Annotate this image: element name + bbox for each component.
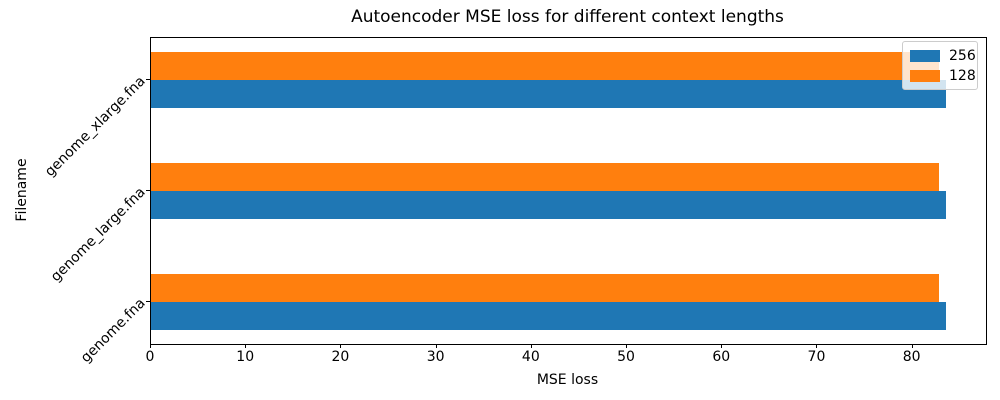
y-axis-label: Filename [14,158,30,222]
x-tick-label: 30 [426,349,445,365]
bar-256-genome_xlarge.fna [151,80,946,108]
legend-swatch-256-icon [910,50,940,62]
legend-label-256: 256 [949,48,976,64]
bar-256-genome_large.fna [151,191,946,219]
legend-item-128: 128 [910,67,976,85]
bar-256-genome.fna [151,302,946,330]
x-tick-label: 50 [617,349,635,365]
x-tick-mark [816,344,818,348]
x-tick-mark [435,344,437,348]
x-axis-label: MSE loss [536,372,599,388]
x-tick-label: 80 [902,349,921,365]
x-tick-mark [340,344,342,348]
x-tick-label: 20 [331,349,350,365]
legend-label-128: 128 [949,68,976,84]
y-tick-label-genome_xlarge.fna: genome_xlarge.fna [42,73,149,180]
x-tick-mark [626,344,628,348]
legend-swatch-128-icon [910,70,940,82]
x-tick-mark [530,344,532,348]
y-tick-label-genome.fna: genome.fna [77,295,149,367]
x-tick-mark [721,344,723,348]
bar-128-genome.fna [151,274,940,302]
legend-item-256: 256 [910,47,976,65]
x-tick-mark [150,344,151,348]
legend: 256 128 [902,41,978,90]
x-tick-label: 0 [145,349,155,365]
y-tick-mark [146,79,150,80]
bar-128-genome_large.fna [151,163,940,191]
x-tick-label: 10 [236,349,255,365]
x-tick-mark [245,344,247,348]
y-tick-label-genome_large.fna: genome_large.fna [47,184,149,286]
bar-128-genome_xlarge.fna [151,52,940,80]
plot-area [150,37,987,345]
x-tick-label: 40 [521,349,540,365]
chart-title: Autoencoder MSE loss for different conte… [351,7,784,27]
x-tick-mark [911,344,913,348]
y-tick-mark [146,190,150,191]
x-tick-label: 70 [807,349,826,365]
y-tick-mark [146,301,150,302]
x-tick-label: 60 [712,349,731,365]
